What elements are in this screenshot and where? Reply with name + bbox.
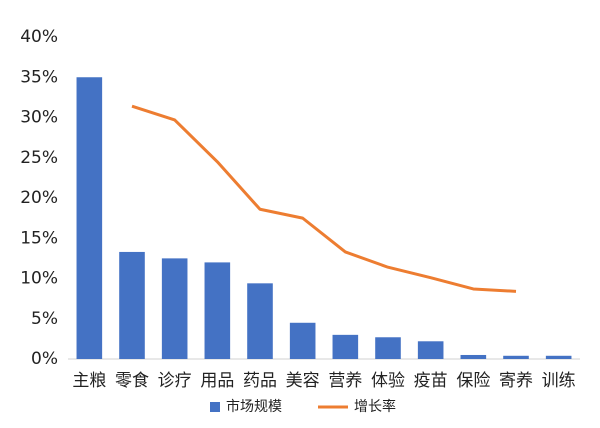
y-tick-label: 5% [31, 309, 58, 329]
x-tick-label: 训练 [542, 371, 576, 391]
x-tick-label: 美容 [286, 371, 320, 391]
y-tick-label: 25% [20, 148, 58, 168]
x-tick-label: 体验 [371, 371, 405, 391]
bar [247, 283, 273, 359]
x-tick-label: 营养 [328, 371, 362, 391]
x-tick-label: 诊疗 [158, 371, 192, 391]
bar [417, 341, 444, 359]
x-tick-label: 保险 [456, 371, 490, 391]
bar [545, 355, 572, 359]
legend-label: 市场规模 [226, 398, 282, 415]
bar [375, 337, 401, 359]
bar [119, 251, 145, 359]
y-tick-label: 10% [20, 269, 58, 289]
x-tick-label: 药品 [243, 371, 277, 391]
y-tick-label: 35% [20, 67, 58, 87]
legend-swatch [210, 402, 220, 412]
x-tick-label: 疫苗 [414, 371, 448, 391]
y-tick-label: 20% [20, 188, 58, 208]
legend-label: 增长率 [354, 398, 396, 415]
y-tick-label: 40% [20, 27, 58, 47]
x-tick-label: 零食 [115, 371, 149, 391]
bar [204, 262, 231, 359]
x-tick-label: 主粮 [72, 371, 106, 391]
y-tick-label: 30% [20, 108, 58, 128]
bar [503, 355, 529, 359]
bar [76, 77, 103, 359]
x-tick-label: 用品 [200, 371, 234, 391]
bar [332, 334, 359, 359]
bar [289, 322, 316, 359]
bar [161, 258, 188, 359]
y-tick-label: 0% [31, 349, 58, 369]
line [131, 104, 517, 293]
x-tick-label: 寄养 [499, 371, 533, 391]
bar [460, 354, 487, 359]
y-tick-label: 15% [20, 228, 58, 248]
